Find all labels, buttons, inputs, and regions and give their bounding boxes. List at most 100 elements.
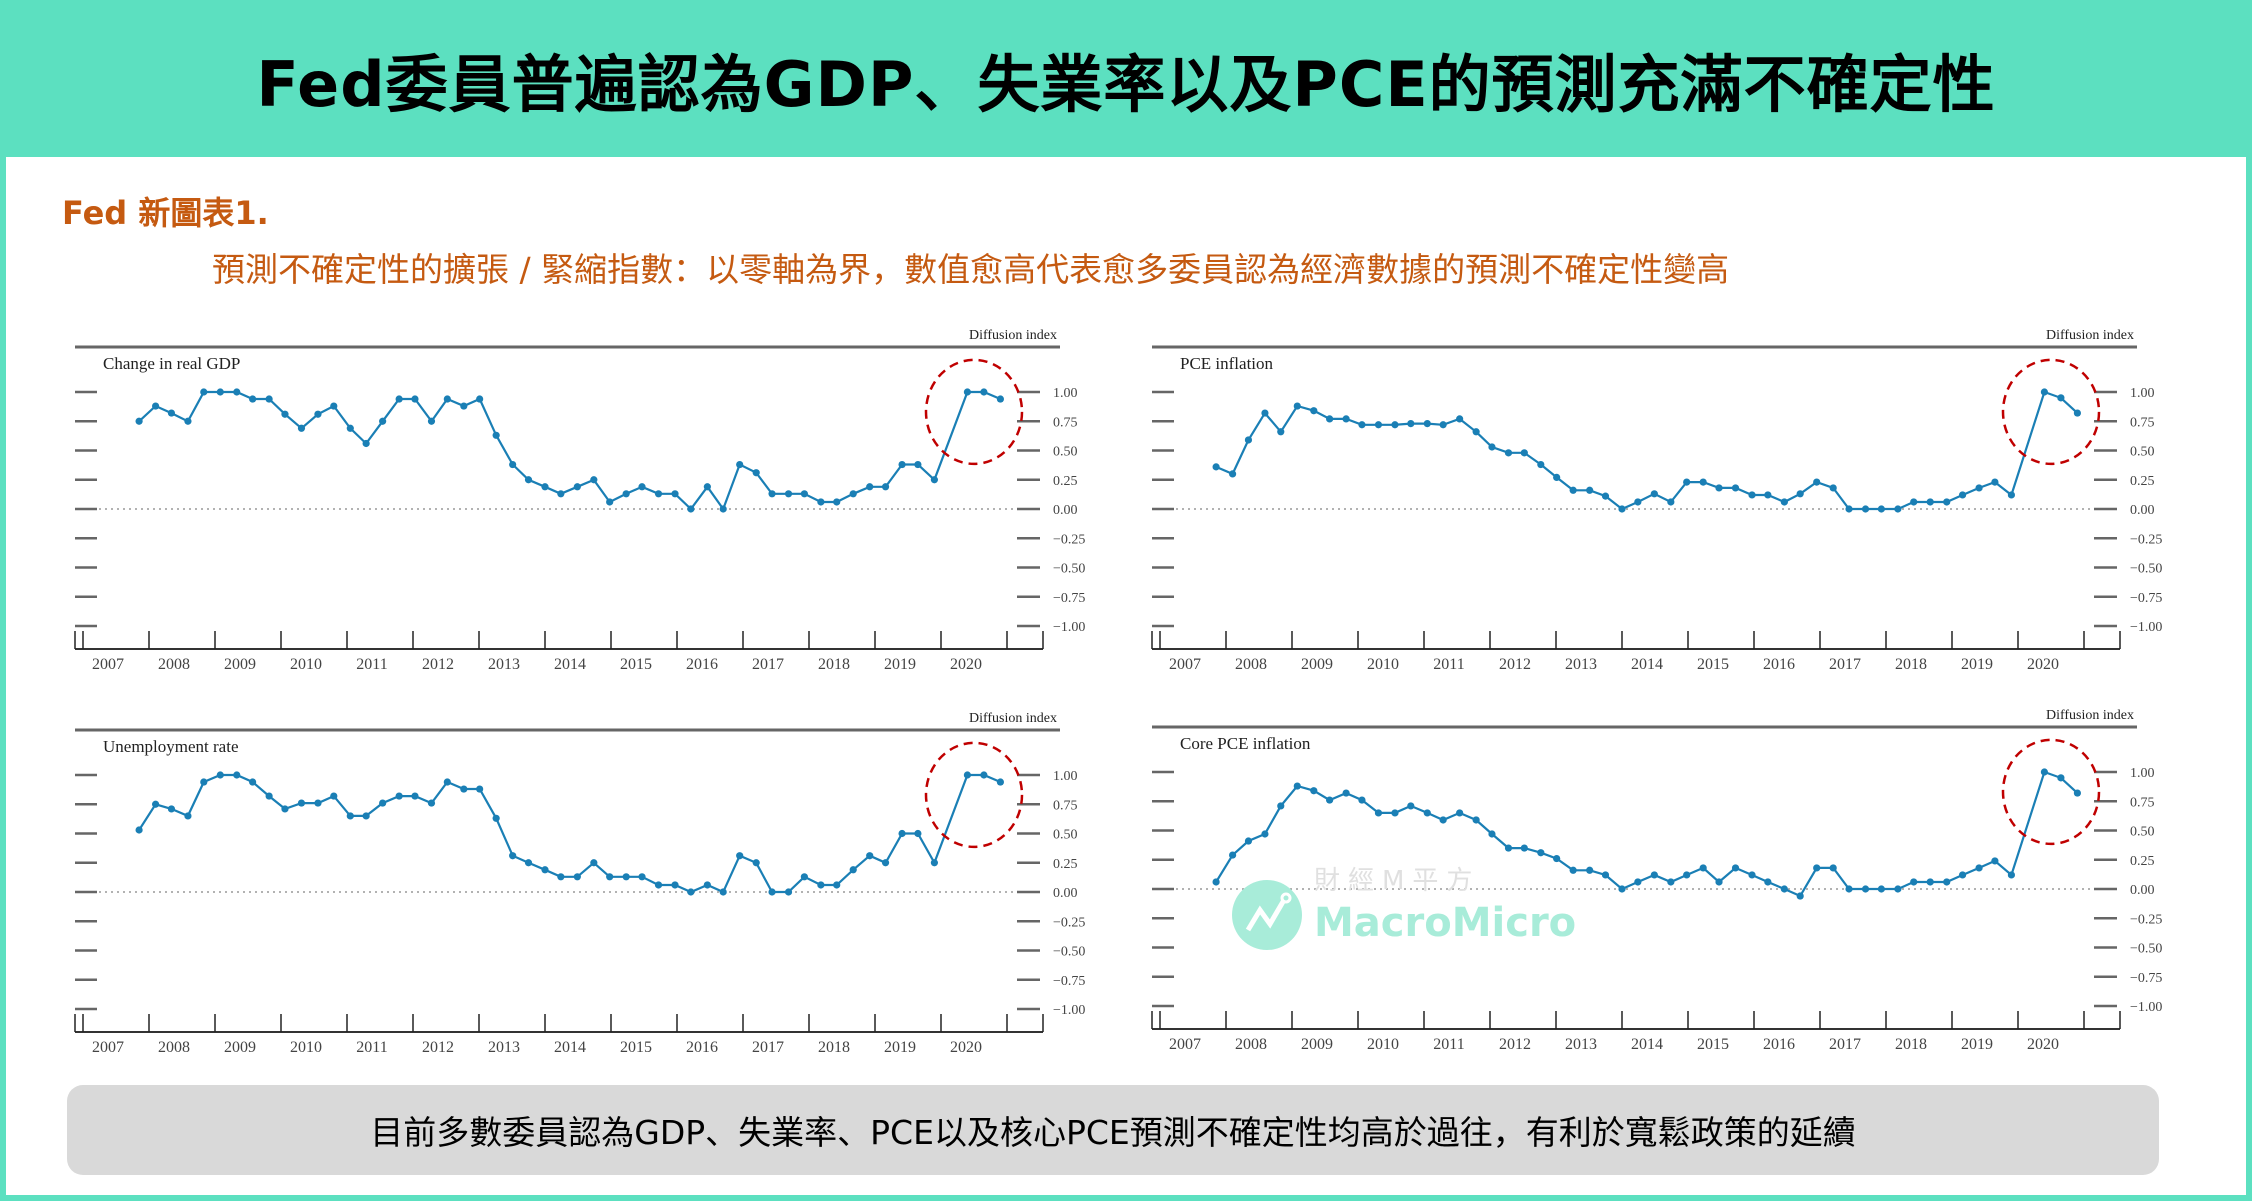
data-point — [1926, 498, 1934, 506]
data-point — [330, 792, 338, 800]
data-point — [1748, 871, 1756, 879]
data-point — [752, 469, 760, 477]
y-tick-label: 0.00 — [2130, 503, 2155, 518]
data-point — [768, 490, 776, 498]
data-point — [703, 881, 711, 889]
data-point — [996, 778, 1005, 786]
data-point — [1780, 498, 1788, 506]
data-point — [671, 881, 679, 889]
data-point — [524, 476, 533, 484]
x-tick-label: 2018 — [1895, 656, 1927, 673]
data-point — [1391, 421, 1399, 429]
data-point — [736, 852, 744, 860]
data-point — [866, 483, 874, 491]
data-point — [784, 888, 793, 896]
data-point — [281, 805, 289, 813]
y-tick-label: −1.00 — [2130, 1000, 2162, 1015]
data-point — [2073, 409, 2081, 417]
series-line — [138, 390, 1001, 512]
data-point — [330, 402, 338, 410]
x-tick-label: 2008 — [1235, 1036, 1267, 1053]
page-title: Fed委員普遍認為GDP、失業率以及PCE的預測充滿不確定性 — [256, 47, 1996, 121]
data-point — [671, 490, 679, 498]
y-axis-label: Diffusion index — [969, 328, 1057, 343]
x-tick-label: 2019 — [884, 1039, 916, 1056]
data-point — [1667, 878, 1675, 886]
data-point — [930, 859, 939, 867]
data-point — [573, 873, 581, 881]
data-point — [1586, 866, 1594, 874]
data-point — [167, 805, 176, 813]
x-tick-label: 2012 — [422, 1039, 454, 1056]
y-tick-label: 0.50 — [2130, 445, 2155, 460]
x-tick-label: 2013 — [1565, 1036, 1597, 1053]
data-point — [1943, 498, 1951, 506]
data-point — [784, 490, 793, 498]
data-point — [427, 417, 436, 425]
content-frame — [6, 157, 2246, 1195]
data-point — [849, 490, 857, 498]
x-tick-label: 2009 — [224, 1039, 256, 1056]
x-tick-label: 2017 — [1829, 1036, 1861, 1053]
data-point — [1423, 419, 1431, 428]
data-point — [2040, 388, 2048, 396]
data-point — [2073, 789, 2081, 797]
chart-title: Unemployment rate — [103, 737, 239, 756]
data-point — [379, 417, 387, 425]
data-point — [1277, 428, 1285, 436]
y-tick-label: −0.75 — [1053, 974, 1085, 989]
x-tick-label: 2007 — [92, 1039, 124, 1056]
y-tick-label: 0.75 — [1053, 415, 1078, 430]
data-point — [443, 778, 451, 786]
data-point — [1586, 486, 1594, 494]
y-tick-label: 0.50 — [1053, 445, 1078, 460]
data-point — [1618, 505, 1626, 513]
data-point — [1601, 492, 1610, 500]
data-point — [1796, 892, 1804, 900]
data-point — [2057, 774, 2065, 782]
data-point — [817, 881, 825, 889]
chart-pce: Diffusion index PCE inflation 1.00 0.75 0.50… — [1151, 325, 2162, 675]
y-axis-label: Diffusion index — [2046, 708, 2134, 723]
data-point — [752, 859, 760, 867]
y-tick-label: 1.00 — [2130, 766, 2155, 781]
data-point — [541, 483, 549, 491]
data-point — [1244, 436, 1253, 444]
data-point — [476, 785, 484, 793]
data-point — [1342, 415, 1350, 423]
data-point — [152, 402, 160, 410]
data-point — [1845, 505, 1853, 513]
data-point — [1829, 484, 1837, 492]
data-point — [1748, 491, 1756, 499]
data-point — [265, 395, 273, 403]
y-tick-label: 0.00 — [2130, 883, 2155, 898]
y-tick-label: 0.25 — [1053, 857, 1078, 872]
data-point — [1553, 473, 1561, 482]
data-point — [1975, 864, 1983, 872]
data-point — [736, 460, 744, 469]
y-tick-label: −0.75 — [2130, 591, 2162, 606]
data-point — [1326, 415, 1334, 423]
data-point — [1910, 878, 1918, 886]
x-tick-label: 2014 — [1631, 1036, 1663, 1053]
data-point — [135, 417, 143, 425]
data-point — [395, 395, 403, 403]
y-tick-label: 0.00 — [1053, 886, 1078, 901]
y-axis-label: Diffusion index — [969, 711, 1057, 726]
data-point — [379, 799, 387, 807]
data-point — [1293, 782, 1301, 790]
chart-gdp: Diffusion index Change in real GDP 1.00 0.7… — [74, 325, 1085, 675]
data-point — [476, 395, 484, 403]
x-tick-label: 2009 — [224, 656, 256, 673]
y-tick-label: −0.50 — [1053, 562, 1085, 577]
data-point — [249, 778, 257, 786]
y-tick-label: 0.25 — [1053, 474, 1078, 489]
x-tick-label: 2014 — [554, 1039, 586, 1056]
data-point — [2057, 394, 2065, 402]
x-tick-label: 2010 — [1367, 656, 1399, 673]
data-point — [1504, 449, 1513, 457]
data-point — [800, 873, 808, 881]
data-point — [1910, 498, 1918, 506]
data-point — [1342, 789, 1350, 797]
highlight-circle — [924, 741, 1024, 849]
